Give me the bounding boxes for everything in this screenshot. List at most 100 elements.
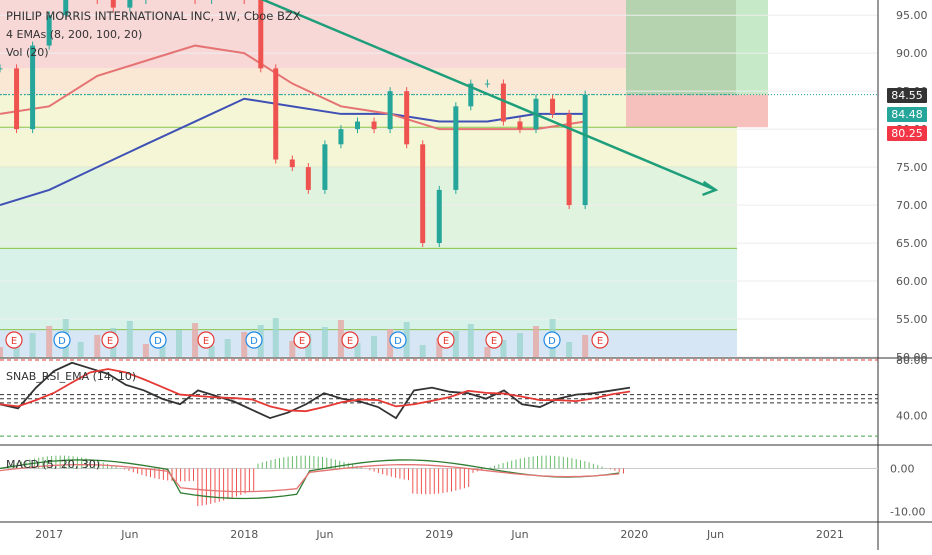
volume-bar — [500, 340, 507, 357]
event-marker-circle — [53, 331, 71, 349]
candle-body — [355, 121, 361, 130]
candle-body — [305, 167, 311, 190]
event-marker-10: E — [485, 331, 503, 349]
rsi-line — [0, 361, 631, 420]
event-marker-label: E — [443, 336, 449, 347]
event-marker-circle — [293, 331, 311, 349]
candle-body — [258, 0, 264, 69]
event-marker-6: E — [293, 331, 311, 349]
rsi-tick-label: 80.00 — [896, 354, 928, 367]
candle-body — [484, 83, 490, 85]
trendline — [260, 0, 717, 192]
event-marker-label: E — [347, 336, 353, 347]
candle-body — [420, 144, 426, 244]
volume-bar — [13, 340, 20, 357]
rsi-tick-label: 40.00 — [896, 409, 928, 422]
event-marker-2: E — [101, 331, 119, 349]
zone-band-3 — [0, 167, 737, 249]
candle-body — [453, 106, 459, 190]
price-tick-label: 50.00 — [896, 351, 928, 364]
rsi-pane-label[interactable]: SNAB_RSI_EMA (14, 10) — [6, 370, 137, 383]
time-tick-label: Jun — [706, 528, 724, 541]
price-tick-label: 90.00 — [896, 47, 928, 60]
candle-body — [436, 189, 442, 244]
event-marker-circle — [149, 331, 167, 349]
trendline-arrow — [702, 180, 719, 197]
candle-body — [0, 68, 3, 70]
event-marker-9: E — [437, 331, 455, 349]
macd-line — [0, 459, 620, 500]
volume-bar — [272, 318, 279, 357]
time-tick-label: 2020 — [620, 528, 648, 541]
ema-price-tag: 84.48 — [887, 107, 927, 122]
event-marker-0: E — [5, 331, 23, 349]
volume-bar — [467, 324, 474, 357]
volume-bar — [452, 331, 459, 357]
volume-legend[interactable]: Vol (20) — [6, 46, 49, 59]
time-tick-label: Jun — [120, 528, 138, 541]
candle-body — [550, 98, 556, 114]
event-marker-label: E — [203, 336, 209, 347]
volume-bar — [224, 339, 231, 357]
volume-bar — [419, 345, 426, 357]
volume-bar — [0, 347, 3, 357]
event-marker-circle — [591, 331, 609, 349]
volume-bar — [192, 323, 199, 357]
event-marker-7: E — [341, 331, 359, 349]
candle-body — [14, 68, 20, 130]
rsi-ema-line — [0, 368, 631, 413]
event-marker-label: E — [491, 336, 497, 347]
time-tick-label: Jun — [510, 528, 528, 541]
candle-body — [273, 68, 279, 160]
event-marker-circle — [101, 331, 119, 349]
event-marker-circle — [341, 331, 359, 349]
price-tick-label: 95.00 — [896, 9, 928, 22]
event-marker-circle — [485, 331, 503, 349]
candle-body — [289, 159, 295, 168]
stop-box — [626, 94, 768, 128]
macd-signal-line — [0, 463, 620, 493]
chart-title: PHILIP MORRIS INTERNATIONAL INC, 1W, Cbo… — [6, 9, 301, 23]
price-tick-label: 65.00 — [896, 237, 928, 250]
time-tick-label: 2017 — [35, 528, 63, 541]
time-tick-label: 2019 — [425, 528, 453, 541]
volume-bar — [126, 321, 133, 357]
event-marker-12: E — [591, 331, 609, 349]
event-marker-label: D — [154, 336, 162, 347]
event-marker-label: E — [597, 336, 603, 347]
price-tick-label: 60.00 — [896, 275, 928, 288]
time-tick-label: 2021 — [816, 528, 844, 541]
candle-body — [30, 45, 36, 130]
volume-bar — [29, 333, 36, 357]
event-marker-circle — [5, 331, 23, 349]
event-marker-3: D — [149, 331, 167, 349]
ema-legend[interactable]: 4 EMAs (8, 200, 100, 20) — [6, 28, 143, 41]
macd-tick-label: -10.00 — [890, 505, 925, 518]
stop-price-tag: 80.25 — [887, 126, 927, 141]
candle-body — [63, 0, 69, 16]
volume-bar — [142, 344, 149, 357]
candle-body — [517, 121, 523, 130]
volume-bar — [289, 341, 296, 357]
event-marker-circle — [197, 331, 215, 349]
volume-bar — [176, 330, 183, 357]
candle-body — [404, 91, 410, 145]
ema-200-line — [0, 97, 586, 207]
event-marker-label: E — [11, 336, 17, 347]
event-marker-circle — [543, 331, 561, 349]
event-marker-circle — [245, 331, 263, 349]
zone-band-4 — [0, 248, 737, 330]
candle-body — [110, 0, 116, 8]
time-tick-label: Jun — [315, 528, 333, 541]
macd-pane-label[interactable]: MACD (5, 20, 30) — [6, 458, 101, 471]
volume-bar — [371, 336, 378, 357]
price-tick-label: 55.00 — [896, 313, 928, 326]
zone-band-0 — [0, 0, 737, 69]
last-price-tag: 84.55 — [887, 88, 927, 103]
event-marker-1: D — [53, 331, 71, 349]
candle-body — [468, 83, 474, 107]
volume-bar — [241, 332, 248, 357]
time-tick-label: 2018 — [230, 528, 258, 541]
target-box-shade — [626, 0, 736, 95]
